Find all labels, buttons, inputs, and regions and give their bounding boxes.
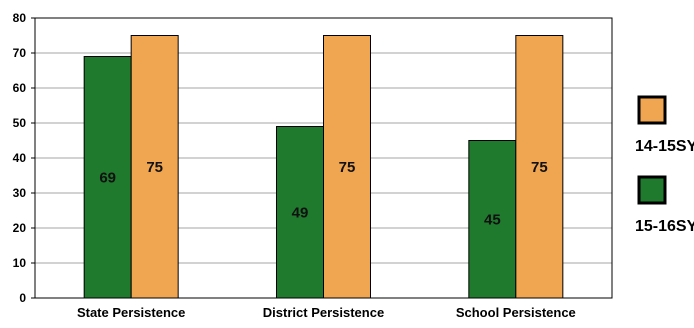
x-category-label: School Persistence (456, 305, 576, 320)
bar (130, 35, 179, 299)
legend-swatch (637, 175, 667, 205)
bar (515, 35, 564, 299)
x-category-label: State Persistence (77, 305, 185, 320)
y-tick-label: 0 (19, 291, 26, 305)
data-label: 49 (292, 204, 309, 221)
bar (83, 56, 132, 299)
data-label: 75 (531, 159, 548, 176)
legend-swatch (637, 95, 667, 125)
data-label: 75 (146, 159, 163, 176)
legend: 14-15SY 15-16SY (635, 95, 694, 235)
data-labels: 69 75 49 75 45 75 (99, 159, 547, 229)
y-tick-label: 60 (13, 81, 27, 95)
y-tick-label: 80 (13, 11, 27, 25)
y-axis-ticks: 0 10 20 30 40 50 60 70 80 (13, 11, 35, 305)
y-tick-label: 40 (13, 151, 27, 165)
x-category-label: District Persistence (263, 305, 384, 320)
y-tick-label: 30 (13, 186, 27, 200)
bars (83, 35, 564, 299)
data-label: 45 (484, 211, 501, 228)
legend-label: 15-16SY (635, 218, 694, 235)
x-axis-categories: State Persistence District Persistence Sch… (77, 305, 576, 320)
legend-label: 14-15SY (635, 138, 694, 155)
y-tick-label: 70 (13, 46, 27, 60)
y-tick-label: 50 (13, 116, 27, 130)
axes (34, 17, 613, 299)
y-tick-label: 20 (13, 221, 27, 235)
y-tick-label: 10 (13, 256, 27, 270)
data-label: 69 (99, 169, 116, 186)
plot-frame (34, 17, 613, 299)
data-label: 75 (339, 159, 356, 176)
bar (323, 35, 371, 299)
bar (276, 126, 324, 299)
